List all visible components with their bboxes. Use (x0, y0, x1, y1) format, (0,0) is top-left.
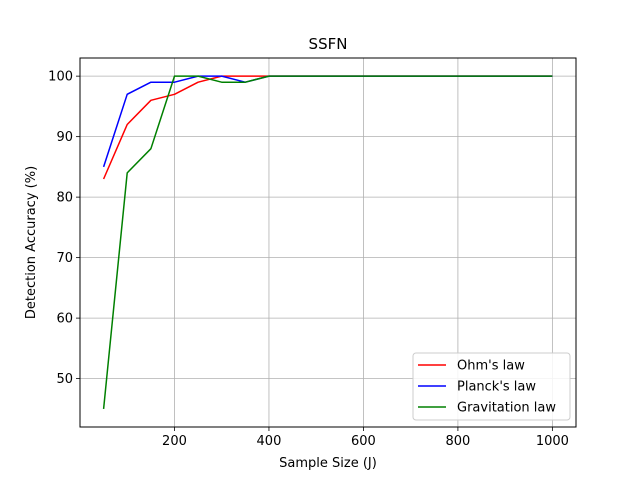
legend-box (412, 352, 571, 421)
y-tick-label: 100 (48, 70, 73, 85)
legend: Ohm's law Planck's law Gravitation law (412, 352, 571, 421)
x-axis-label: Sample Size (J) (279, 456, 377, 471)
series-lines (102, 75, 553, 409)
legend-label: Planck's law (457, 380, 536, 395)
x-tick-label: 800 (445, 434, 470, 449)
y-tick-label: 50 (56, 372, 73, 387)
plot-frame (79, 57, 577, 428)
x-tick-label: 600 (351, 434, 376, 449)
chart-title: SSFN (309, 35, 348, 53)
x-tick-label: 1000 (536, 434, 569, 449)
y-tick-label: 90 (56, 130, 73, 145)
legend-label: Gravitation law (457, 401, 556, 416)
y-tick-label: 60 (56, 312, 73, 327)
y-tick-label: 80 (56, 191, 73, 206)
x-tick-label: 400 (257, 434, 282, 449)
x-tick-label: 200 (162, 434, 187, 449)
legend-label: Ohm's law (457, 359, 525, 374)
y-tick-label: 70 (56, 251, 73, 266)
series-line-3 (102, 75, 553, 409)
ticks: 200 400 600 800 1000 50 60 70 80 90 100 (48, 70, 569, 449)
y-axis-label: Detection Accuracy (%) (24, 166, 39, 319)
